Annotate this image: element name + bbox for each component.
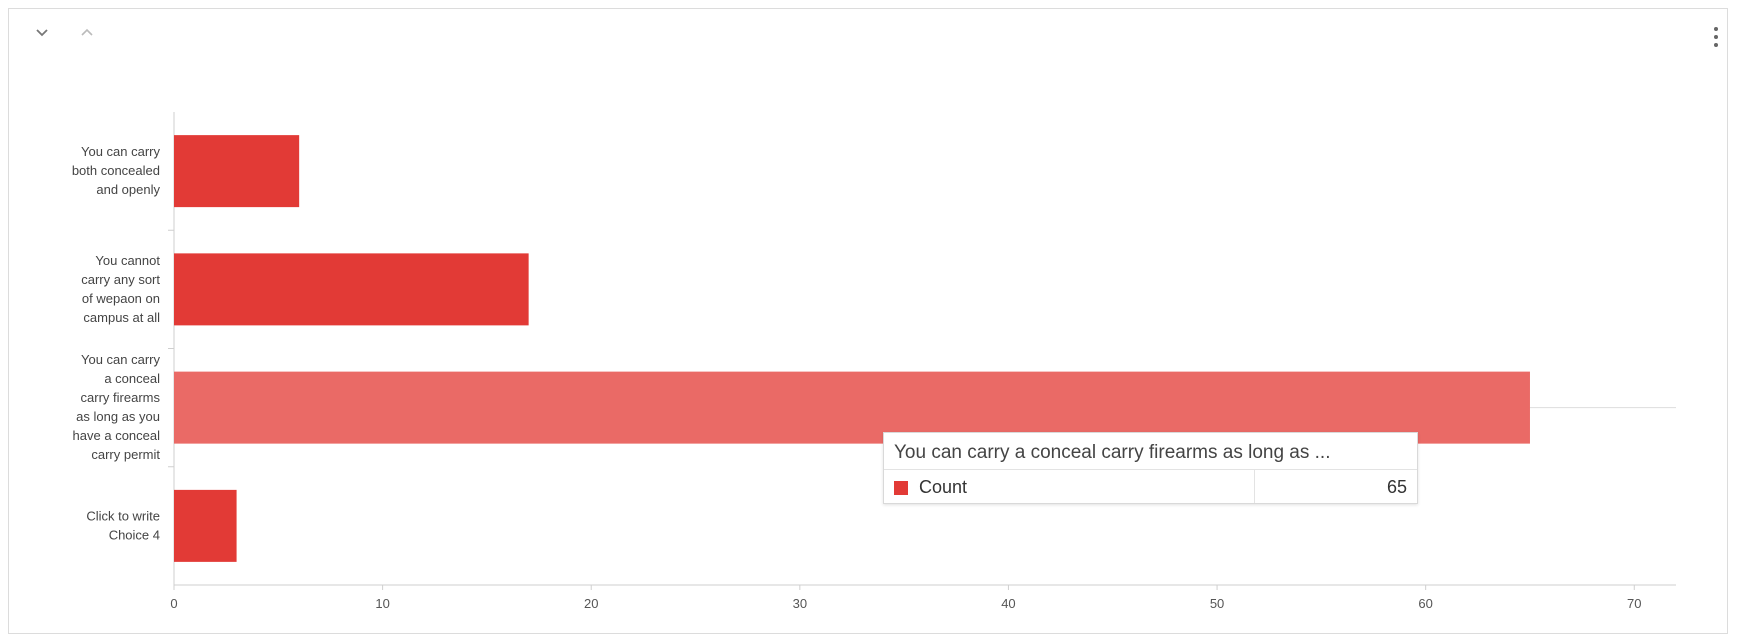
tooltip-divider <box>884 469 1417 470</box>
chevron-down-icon[interactable] <box>34 27 50 39</box>
chevron-up-icon[interactable] <box>79 27 95 39</box>
x-tick-label: 20 <box>584 596 598 611</box>
tooltip-value: 65 <box>1386 477 1407 497</box>
x-tick-label: 40 <box>1001 596 1015 611</box>
tooltip-title: You can carry a conceal carry firearms a… <box>894 442 1331 463</box>
bar-2[interactable] <box>174 253 529 326</box>
tooltip-series-swatch <box>894 481 908 495</box>
category-label-4: Click to write Choice 4 <box>86 508 160 542</box>
chart-tooltip: You can carry a conceal carry firearms a… <box>883 432 1418 504</box>
category-label-1: You can carry both concealed and openly <box>72 144 161 197</box>
x-tick-label: 0 <box>170 596 177 611</box>
bar-4[interactable] <box>174 489 237 562</box>
bar-3[interactable] <box>174 371 1530 444</box>
x-tick-label: 30 <box>793 596 807 611</box>
vertical-ellipsis-icon[interactable] <box>1711 25 1721 51</box>
tooltip-series-name: Count <box>919 477 968 497</box>
tooltip-column-divider <box>1254 470 1255 503</box>
x-tick-label: 70 <box>1627 596 1641 611</box>
bar-1[interactable] <box>174 135 300 208</box>
x-tick-label: 60 <box>1418 596 1432 611</box>
category-label-3: You can carry a conceal carry firearms as l… <box>73 352 161 462</box>
x-tick-label: 50 <box>1210 596 1224 611</box>
x-tick-label: 10 <box>375 596 389 611</box>
category-label-2: You cannot carry any sort of wepaon on camp… <box>81 253 160 325</box>
